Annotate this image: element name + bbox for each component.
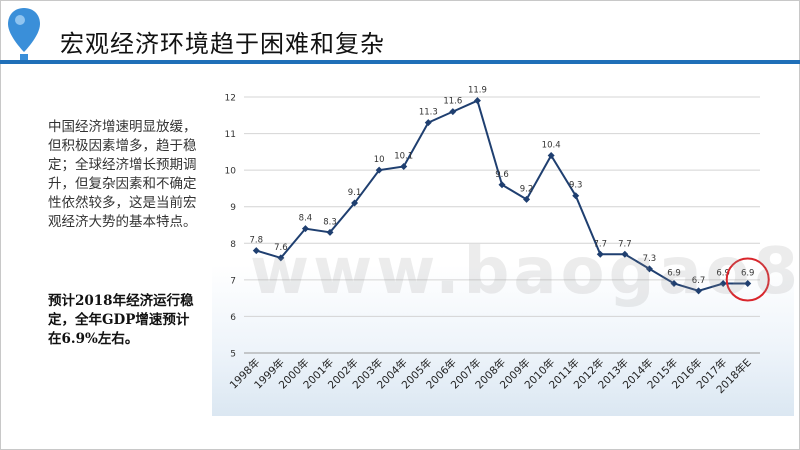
y-tick-label: 10: [225, 167, 237, 177]
data-label: 7.8: [250, 236, 264, 246]
data-label: 11.9: [468, 86, 487, 96]
data-label: 6.9: [667, 269, 681, 279]
data-point: [473, 97, 481, 105]
body-text: 中国经济增速明显放缓，但积极因素增多，趋于稳定；全球经济增长预期调升，但复杂因素…: [48, 119, 197, 230]
data-label: 6.9: [716, 269, 730, 279]
data-point: [547, 152, 555, 160]
data-point: [498, 181, 506, 189]
data-point: [695, 287, 703, 295]
data-point: [424, 119, 432, 127]
data-label: 9.3: [569, 181, 583, 191]
data-label: 10.4: [542, 141, 561, 151]
y-tick-label: 12: [225, 94, 236, 104]
data-point: [301, 225, 309, 233]
data-label: 7.7: [594, 239, 608, 249]
data-point: [523, 195, 531, 203]
data-point: [596, 250, 604, 258]
data-point: [621, 250, 629, 258]
chart-panel: 5 6 7 8 9 10 11 12 1998年 1999年 2000年 2001年 2002年 2003…: [212, 80, 794, 416]
data-point: [277, 254, 285, 262]
data-point: [252, 247, 260, 255]
data-label: 10.1: [394, 151, 413, 161]
data-point: [744, 280, 752, 288]
y-tick-label: 5: [230, 350, 236, 360]
data-label: 9.6: [495, 170, 509, 180]
data-label: 9.2: [520, 184, 534, 194]
data-label: 8.3: [323, 217, 337, 227]
y-tick-label: 6: [230, 313, 236, 323]
series-line: [256, 99, 748, 292]
data-label: 8.4: [299, 214, 313, 224]
data-point: [375, 166, 383, 174]
data-point: [449, 108, 457, 116]
header-divider: [0, 60, 800, 64]
data-label: 7.7: [618, 239, 632, 249]
data-label: 7.3: [643, 254, 657, 264]
data-label: 9.1: [348, 188, 362, 198]
data-label: 11.6: [443, 97, 462, 107]
page-title: 宏观经济环境趋于困难和复杂: [60, 30, 385, 58]
data-point: [400, 162, 408, 170]
data-label: 10: [374, 155, 385, 165]
data-point: [670, 280, 678, 288]
gdp-line-chart: 567891011121998年1999年2000年2001年2002年2003…: [225, 86, 770, 396]
y-tick-label: 7: [230, 276, 236, 286]
highlight-text: 预计2018年经济运行稳定，全年GDP增速预计在6.9%左右。: [48, 293, 194, 347]
highlight-circle: [725, 257, 770, 302]
data-point: [719, 280, 727, 288]
y-tick-label: 11: [225, 130, 236, 140]
data-label: 6.7: [692, 276, 706, 286]
data-label: 11.3: [419, 108, 438, 118]
data-label: 6.9: [741, 269, 755, 279]
data-point: [645, 265, 653, 273]
location-pin-icon: [8, 8, 40, 64]
data-point: [572, 192, 580, 200]
data-label: 7.6: [274, 243, 288, 253]
data-point: [351, 199, 359, 207]
data-point: [326, 228, 334, 236]
y-tick-label: 9: [230, 203, 236, 213]
y-tick-label: 8: [230, 240, 236, 250]
